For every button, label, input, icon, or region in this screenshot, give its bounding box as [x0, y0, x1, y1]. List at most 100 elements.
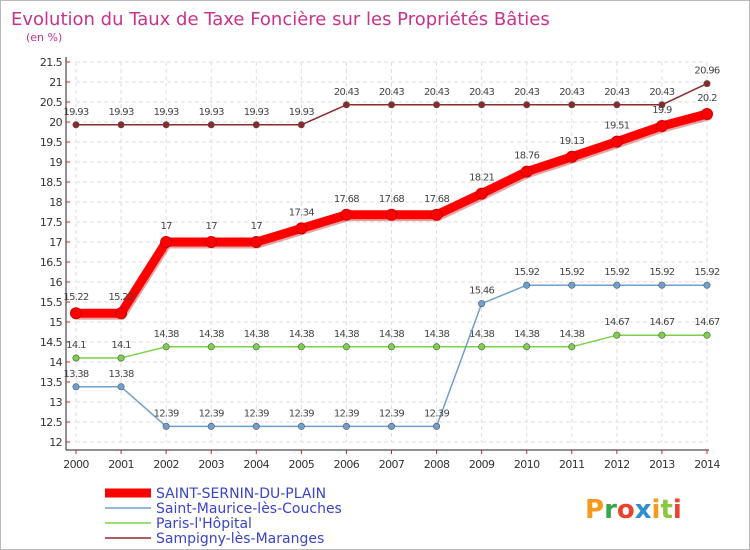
data-label: 20.43 [604, 87, 629, 98]
data-point [297, 121, 305, 129]
data-label: 19.93 [199, 107, 224, 118]
series-paris-l-h-pital: 14.1 14.1 14.38 14.38 14.38 14.38 14.38 14.38 14… [66, 317, 721, 362]
data-label: 12.39 [154, 408, 179, 419]
y-tick-label: 21.5 [40, 56, 63, 69]
data-point [658, 101, 666, 109]
data-point [252, 343, 260, 351]
data-point [433, 422, 441, 430]
data-label: 17 [251, 221, 263, 232]
logo-letter: t [660, 495, 672, 525]
data-label: 12.39 [379, 408, 404, 419]
y-tick-label: 19 [49, 156, 62, 169]
data-point [252, 121, 260, 129]
data-point [433, 101, 441, 109]
data-label: 14.38 [559, 329, 584, 340]
y-tick-label: 16 [49, 276, 62, 289]
data-point [613, 331, 621, 339]
data-label: 20.96 [694, 66, 719, 77]
x-tick-label: 2000 [63, 458, 89, 471]
data-label: 12.39 [199, 408, 224, 419]
data-point [523, 343, 531, 351]
data-label: 17.34 [289, 207, 314, 218]
proxiti-logo: Proxiti [585, 495, 682, 525]
data-label: 12.39 [244, 408, 269, 419]
data-point [475, 187, 488, 200]
data-label: 20.43 [559, 87, 584, 98]
y-tick-label: 13 [49, 396, 62, 409]
data-label: 12.39 [289, 408, 314, 419]
legend-item-saint-maurice-l-s-couches[interactable]: Saint-Maurice-lès-Couches [105, 501, 342, 517]
y-tick-label: 20 [49, 116, 62, 129]
data-label: 15.22 [109, 292, 134, 303]
data-point [162, 422, 170, 430]
data-point [252, 422, 260, 430]
data-point [207, 422, 215, 430]
y-tick-label: 18.5 [40, 176, 63, 189]
x-tick-label: 2009 [469, 458, 495, 471]
data-label: 15.46 [469, 286, 494, 297]
x-tick-label: 2001 [108, 458, 134, 471]
x-tick-label: 2007 [379, 458, 405, 471]
data-label: 14.38 [424, 329, 449, 340]
data-label: 18.76 [514, 151, 539, 162]
data-label: 15.92 [649, 267, 674, 278]
series-sampigny-l-s-maranges: 19.93 19.93 19.93 19.93 19.93 19.93 20.43 20.43… [63, 66, 721, 129]
data-label: 17 [160, 221, 172, 232]
data-point [478, 343, 486, 351]
data-point [568, 281, 576, 289]
data-label: 14.38 [334, 329, 359, 340]
data-point [115, 307, 128, 320]
x-axis-ticks: 2000 2001 2002 2003 2004 2005 2006 2007 2008 2009… [63, 450, 721, 471]
data-label: 12.39 [424, 408, 449, 419]
data-point [523, 281, 531, 289]
data-point [701, 108, 713, 120]
data-label: 15.22 [63, 292, 88, 303]
legend-item-saint-sernin-du-plain[interactable]: SAINT-SERNIN-DU-PLAIN [105, 486, 326, 502]
data-label: 19.93 [63, 107, 88, 118]
data-label: 20.43 [514, 87, 539, 98]
data-point [703, 331, 711, 339]
data-label: 19.9 [652, 105, 672, 116]
data-point [433, 343, 441, 351]
data-point [613, 281, 621, 289]
logo-letter: P [585, 495, 604, 525]
data-point [207, 343, 215, 351]
legend-label: SAINT-SERNIN-DU-PLAIN [156, 486, 326, 502]
data-point [295, 222, 308, 235]
data-label: 19.51 [604, 121, 629, 132]
x-tick-label: 2006 [334, 458, 360, 471]
logo-letter: i [673, 495, 682, 525]
x-tick-label: 2002 [153, 458, 179, 471]
chart-title: Evolution du Taux de Taxe Foncière sur l… [11, 9, 550, 30]
data-point [703, 281, 711, 289]
data-label: 17.68 [379, 194, 404, 205]
y-tick-label: 15.5 [40, 296, 63, 309]
data-label: 19.93 [244, 107, 269, 118]
data-point [72, 121, 80, 129]
series-saint-sernin-du-plain: 15.22 15.22 17 17 17 17.34 17.68 17.68 17.68 18.2… [63, 93, 718, 320]
x-tick-label: 2003 [198, 458, 224, 471]
data-label: 19.93 [109, 107, 134, 118]
y-tick-label: 20.5 [40, 96, 63, 109]
legend-item-paris-l-h-pital[interactable]: Paris-l'Hôpital [105, 516, 252, 532]
data-label: 15.92 [694, 267, 719, 278]
logo-letter: o [617, 495, 635, 525]
data-point [205, 236, 218, 248]
x-tick-label: 2010 [514, 458, 540, 471]
data-label: 14.38 [379, 329, 404, 340]
data-point [478, 101, 486, 109]
data-point [658, 281, 666, 289]
logo-letter: x [635, 495, 652, 525]
data-point [658, 331, 666, 339]
data-label: 14.1 [66, 340, 86, 351]
data-label: 14.67 [694, 317, 719, 328]
data-point [568, 343, 576, 351]
y-tick-label: 12.5 [40, 416, 63, 429]
data-point [523, 101, 531, 109]
data-label: 14.38 [244, 329, 269, 340]
legend[interactable]: SAINT-SERNIN-DU-PLAINSaint-Maurice-lès-C… [105, 486, 342, 547]
data-point [610, 135, 623, 148]
data-label: 20.43 [379, 87, 404, 98]
legend-item-sampigny-l-s-maranges[interactable]: Sampigny-lès-Maranges [105, 531, 324, 547]
